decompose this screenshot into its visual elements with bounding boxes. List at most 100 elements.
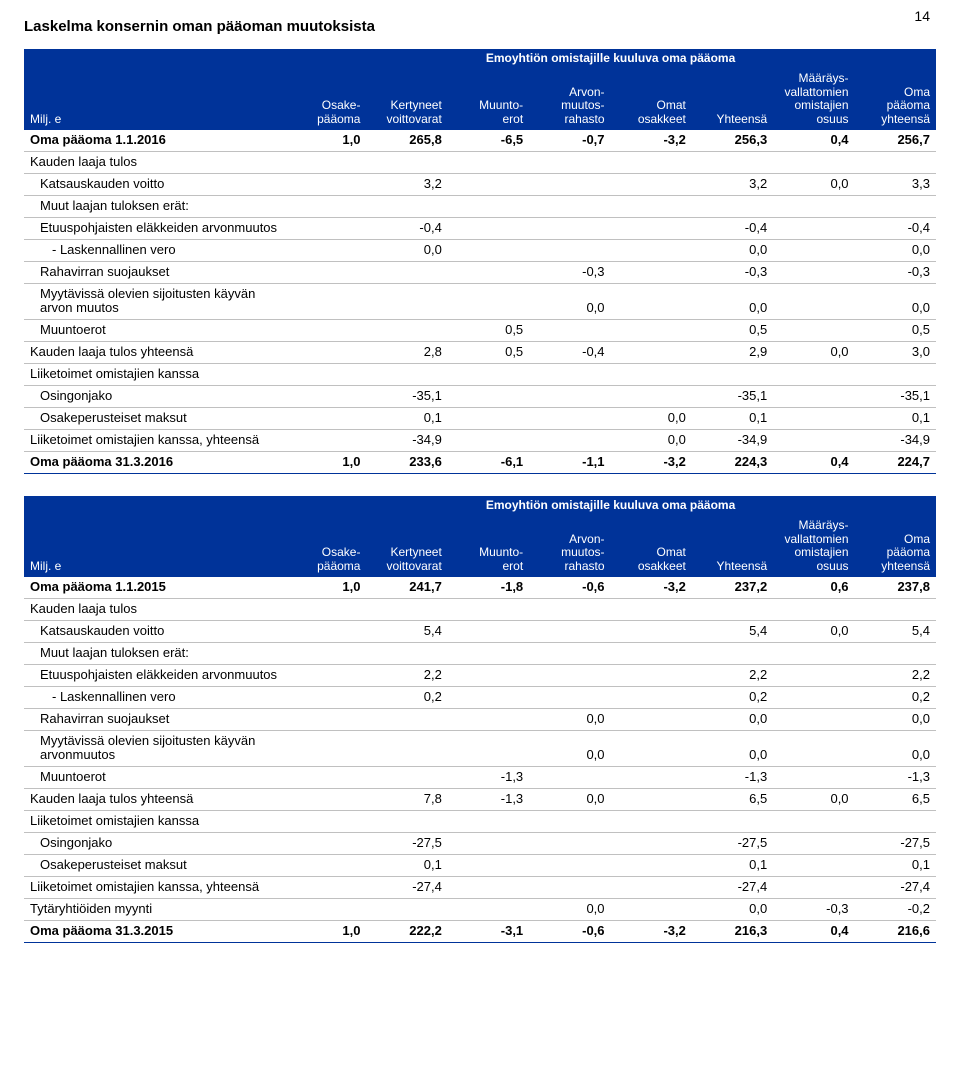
cell-value bbox=[529, 811, 610, 833]
cell-value bbox=[611, 239, 692, 261]
cell-value: 216,6 bbox=[855, 920, 936, 942]
cell-value: 0,0 bbox=[529, 789, 610, 811]
cell-value bbox=[611, 320, 692, 342]
cell-value: 0,1 bbox=[692, 855, 773, 877]
cell-value bbox=[611, 342, 692, 364]
cell-value: -1,3 bbox=[855, 767, 936, 789]
cell-value: -3,2 bbox=[611, 577, 692, 598]
cell-value: 0,5 bbox=[855, 320, 936, 342]
cell-value: 3,2 bbox=[366, 173, 447, 195]
cell-value: 0,0 bbox=[529, 730, 610, 767]
table-row: Rahavirran suojaukset-0,3-0,3-0,3 bbox=[24, 261, 936, 283]
table-row: - Laskennallinen vero0,00,00,0 bbox=[24, 239, 936, 261]
cell-value bbox=[529, 767, 610, 789]
cell-value: -3,1 bbox=[448, 920, 529, 942]
cell-value bbox=[611, 855, 692, 877]
cell-value: 3,2 bbox=[692, 173, 773, 195]
cell-value bbox=[692, 364, 773, 386]
table-row: Tytäryhtiöiden myynti0,00,0-0,3-0,2 bbox=[24, 899, 936, 921]
cell-value bbox=[448, 664, 529, 686]
row-label: Myytävissä olevien sijoitusten käyvän ar… bbox=[24, 730, 285, 767]
row-label: Oma pääoma 31.3.2016 bbox=[24, 452, 285, 474]
cell-value: 6,5 bbox=[692, 789, 773, 811]
cell-value bbox=[692, 195, 773, 217]
cell-value bbox=[529, 364, 610, 386]
column-header: Yhteensä bbox=[692, 516, 773, 577]
cell-value: 233,6 bbox=[366, 452, 447, 474]
cell-value: 0,0 bbox=[773, 789, 854, 811]
cell-value bbox=[285, 430, 366, 452]
cell-value bbox=[773, 430, 854, 452]
column-header: Määräys-vallattomienomistajienosuus bbox=[773, 69, 854, 130]
cell-value bbox=[366, 598, 447, 620]
cell-value bbox=[448, 386, 529, 408]
cell-value bbox=[448, 283, 529, 320]
cell-value: -35,1 bbox=[855, 386, 936, 408]
cell-value bbox=[773, 239, 854, 261]
cell-value: 224,3 bbox=[692, 452, 773, 474]
cell-value: 0,2 bbox=[366, 686, 447, 708]
cell-value: 5,4 bbox=[855, 620, 936, 642]
cell-value: 0,0 bbox=[692, 899, 773, 921]
row-label: Osingonjako bbox=[24, 386, 285, 408]
cell-value: -27,5 bbox=[692, 833, 773, 855]
row-label: Muut laajan tuloksen erät: bbox=[24, 195, 285, 217]
cell-value bbox=[611, 195, 692, 217]
cell-value bbox=[285, 686, 366, 708]
cell-value bbox=[366, 899, 447, 921]
row-label: Tytäryhtiöiden myynti bbox=[24, 899, 285, 921]
row-label: Kauden laaja tulos bbox=[24, 598, 285, 620]
cell-value: 2,2 bbox=[366, 664, 447, 686]
cell-value: 265,8 bbox=[366, 130, 447, 151]
table-row: Myytävissä olevien sijoitusten käyvän ar… bbox=[24, 283, 936, 320]
cell-value: 0,0 bbox=[692, 708, 773, 730]
cell-value bbox=[611, 767, 692, 789]
table-row: Muuntoerot0,50,50,5 bbox=[24, 320, 936, 342]
cell-value bbox=[366, 261, 447, 283]
cell-value bbox=[773, 283, 854, 320]
row-label: - Laskennallinen vero bbox=[24, 686, 285, 708]
table-row: Osakeperusteiset maksut0,10,00,10,1 bbox=[24, 408, 936, 430]
cell-value bbox=[692, 598, 773, 620]
cell-value: 2,9 bbox=[692, 342, 773, 364]
cell-value bbox=[611, 789, 692, 811]
cell-value: -0,2 bbox=[855, 899, 936, 921]
row-label: Rahavirran suojaukset bbox=[24, 708, 285, 730]
cell-value: 216,3 bbox=[692, 920, 773, 942]
table-row: Kauden laaja tulos bbox=[24, 598, 936, 620]
cell-value bbox=[529, 173, 610, 195]
cell-value bbox=[611, 620, 692, 642]
cell-value: 0,2 bbox=[855, 686, 936, 708]
cell-value bbox=[448, 151, 529, 173]
table-row: Oma pääoma 1.1.20161,0265,8-6,5-0,7-3,22… bbox=[24, 130, 936, 151]
table-row: Rahavirran suojaukset0,00,00,0 bbox=[24, 708, 936, 730]
cell-value bbox=[448, 195, 529, 217]
cell-value bbox=[285, 664, 366, 686]
cell-value bbox=[529, 408, 610, 430]
cell-value bbox=[855, 364, 936, 386]
cell-value bbox=[692, 151, 773, 173]
cell-value bbox=[366, 195, 447, 217]
cell-value: 0,4 bbox=[773, 920, 854, 942]
row-label: Kauden laaja tulos bbox=[24, 151, 285, 173]
column-header: Kertyneetvoittovarat bbox=[366, 516, 447, 577]
header-blank bbox=[24, 496, 285, 516]
cell-value bbox=[611, 730, 692, 767]
cell-value: 6,5 bbox=[855, 789, 936, 811]
column-header: Arvon-muutos-rahasto bbox=[529, 69, 610, 130]
row-label: Oma pääoma 31.3.2015 bbox=[24, 920, 285, 942]
cell-value bbox=[773, 151, 854, 173]
cell-value bbox=[773, 261, 854, 283]
cell-value bbox=[773, 833, 854, 855]
cell-value bbox=[529, 620, 610, 642]
header-subhead: Emoyhtiön omistajille kuuluva oma pääoma bbox=[285, 49, 936, 69]
cell-value bbox=[366, 364, 447, 386]
cell-value bbox=[611, 686, 692, 708]
cell-value: 0,0 bbox=[855, 283, 936, 320]
page-title: Laskelma konsernin oman pääoman muutoksi… bbox=[24, 18, 936, 35]
table-row: Liiketoimet omistajien kanssa, yhteensä-… bbox=[24, 430, 936, 452]
cell-value: 0,0 bbox=[529, 708, 610, 730]
cell-value bbox=[285, 620, 366, 642]
cell-value bbox=[529, 195, 610, 217]
cell-value bbox=[285, 811, 366, 833]
